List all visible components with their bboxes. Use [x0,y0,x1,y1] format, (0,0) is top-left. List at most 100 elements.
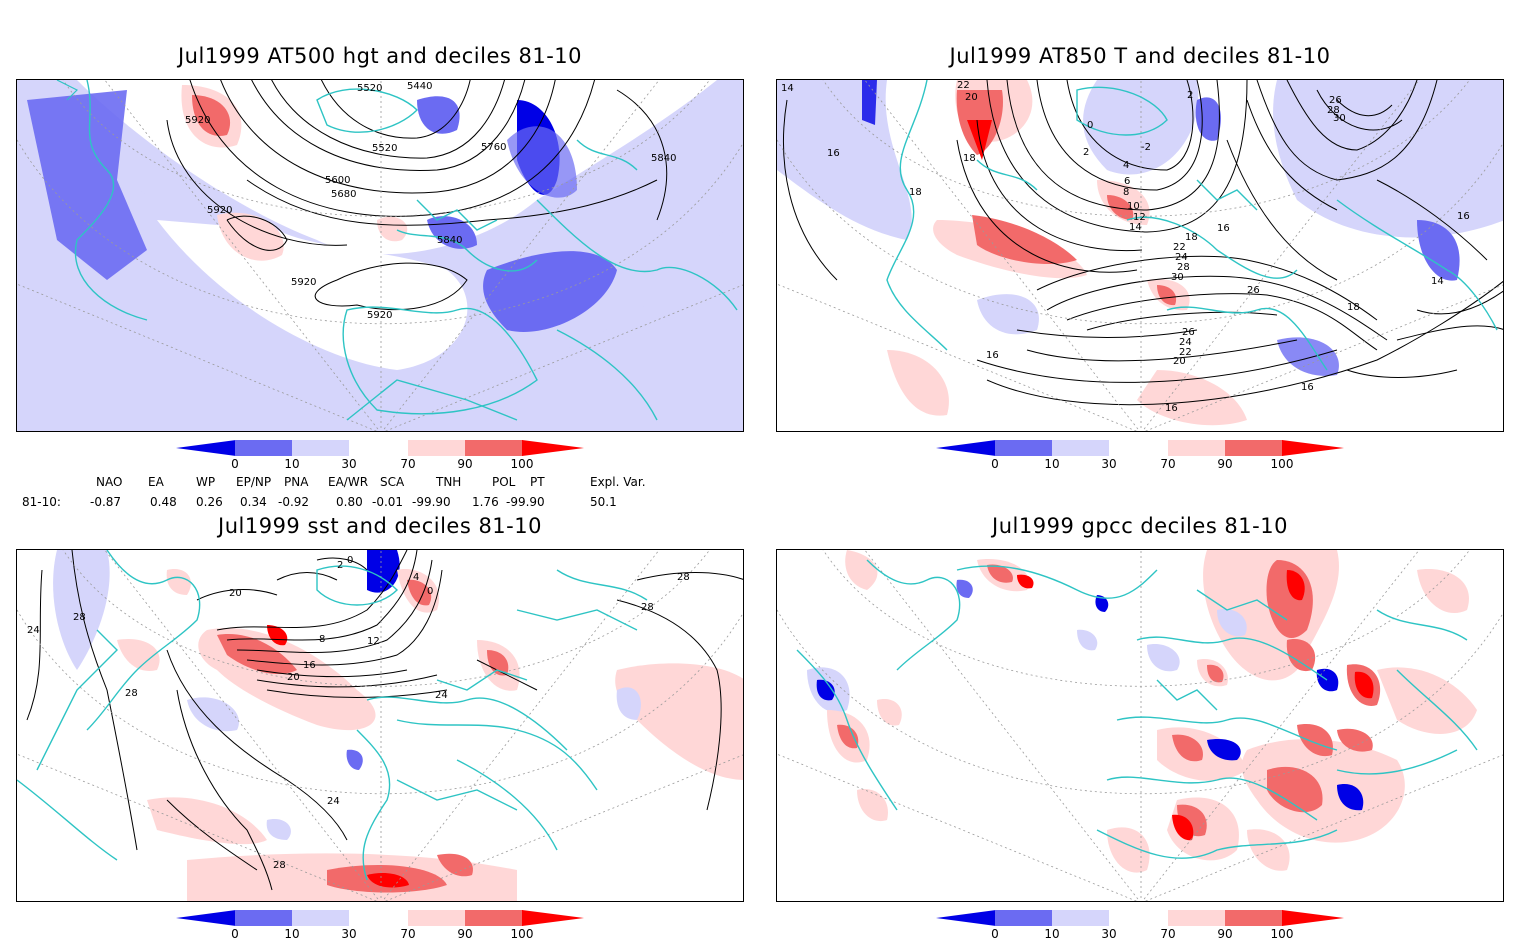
lat-lon-grid [17,550,743,901]
colorbar-panel2: 0 10 30 70 90 100 [936,440,1356,474]
index-value: -99.90 [412,495,451,509]
index-header: SCA [380,475,405,489]
contour-label: 2 [1187,90,1194,101]
panel1-svg [17,80,743,431]
sst-contours [26,550,743,891]
colorbar-tick: 70 [1160,457,1176,471]
panel4-title: Jul1999 gpcc deciles 81-10 [992,514,1288,538]
contour-label: 5520 [357,83,383,94]
contour-label: 16 [1165,403,1178,414]
contour-label: 8 [319,634,326,645]
colorbar-high-extreme [1282,440,1344,456]
colorbar-seg [349,440,409,456]
colorbar-tick: 70 [400,457,416,471]
contour-label: 5840 [437,235,463,246]
index-value: 50.1 [590,495,617,509]
colorbar-seg [1225,910,1283,926]
colorbar-tick: 100 [1270,927,1294,941]
index-header: NAO [96,475,123,489]
contour-label: 16 [827,148,840,159]
contour-label: 18 [1185,232,1198,243]
contour-label: -2 [1141,142,1151,153]
index-header: EA/WR [328,475,369,489]
colorbar-tick: 30 [1101,927,1117,941]
colorbar-tick: 0 [231,927,239,941]
contour-label: 22 [957,80,970,91]
contour-label: 12 [1133,212,1146,223]
contour-label: 16 [986,350,999,361]
colorbar-tick: 70 [1160,927,1176,941]
colorbar-seg [292,910,350,926]
index-value: 0.48 [150,495,177,509]
index-header: EA [148,475,164,489]
contour-label: 18 [909,187,922,198]
colorbar-tick: 100 [1270,457,1294,471]
index-value: 0.34 [240,495,267,509]
colorbar-tick: 10 [1044,457,1060,471]
lat-lon-grid [17,80,743,431]
contour-label: 5920 [291,277,317,288]
contour-label: 4 [1123,160,1130,171]
index-header: EP/NP [236,475,272,489]
contour-label: 5440 [407,81,433,92]
panel3-title: Jul1999 sst and deciles 81-10 [218,514,542,538]
coastlines [17,550,648,881]
panel4-map[interactable] [776,549,1504,902]
contour-label: 20 [965,92,978,103]
colorbar-seg [1109,910,1169,926]
height-contours [166,80,668,311]
contour-label: 22 [1173,242,1186,253]
coastlines [886,80,1498,371]
panel1-title: Jul1999 AT500 hgt and deciles 81-10 [177,44,583,68]
colorbar-seg [1168,910,1226,926]
contour-label: 5840 [651,153,677,164]
colorbar-tick: 30 [1101,457,1117,471]
colorbar-seg [465,440,523,456]
contour-label: 0 [427,586,434,597]
contour-label: 22 [1179,347,1192,358]
lat-lon-grid [777,80,1503,431]
panel3-svg [17,550,743,901]
colorbar-tick: 100 [510,927,534,941]
colorbar-tick: 90 [457,457,473,471]
temperature-contours [783,80,1503,406]
contour-label: 5680 [331,189,357,200]
contour-label: 20 [229,588,242,599]
contour-label: 12 [367,636,380,647]
panel2-svg [777,80,1503,431]
contour-label: 24 [327,796,340,807]
contour-label: 28 [677,572,690,583]
panel2-map[interactable]: 14 22 20 18 16 18 2 0 -2 2 4 6 8 10 12 1… [776,79,1504,432]
contour-label: 8 [1123,187,1130,198]
contour-label: 16 [1457,211,1470,222]
contour-label: 26 [1247,285,1260,296]
index-value: -0.87 [90,495,122,509]
index-value: -99.90 [506,495,545,509]
index-header: WP [196,475,216,489]
index-header: TNH [436,475,462,489]
panel1-contour-labels: 5920 5520 5440 5520 5760 5840 5600 5680 … [17,80,743,431]
contour-label: 5920 [207,205,233,216]
contour-label: 28 [1327,105,1340,116]
colorbar-tick: 30 [341,457,357,471]
colorbar-panel1: 0 10 30 70 90 100 [176,440,596,474]
panel1-map[interactable]: 5920 5520 5440 5520 5760 5840 5600 5680 … [16,79,744,432]
contour-label: 4 [413,572,420,583]
index-row-label: 81-10: [22,495,61,509]
contour-label: 2 [1083,147,1090,158]
colorbar-seg [995,910,1053,926]
colorbar-high-extreme [522,440,584,456]
contour-label: 5920 [367,310,393,321]
contour-label: 26 [1182,327,1195,338]
contour-label: 30 [1171,272,1184,283]
colorbar-tick: 90 [457,927,473,941]
index-value: -0.92 [278,495,310,509]
colorbar-seg [465,910,523,926]
panel3-map[interactable]: 24 28 28 20 2 0 8 12 16 20 24 28 28 28 2… [16,549,744,902]
colorbar-panel3: 0 10 30 70 90 100 [176,910,596,944]
contour-label: 28 [125,688,138,699]
lat-lon-grid [777,550,1503,901]
colorbar-seg [235,910,293,926]
contour-label: 24 [1179,337,1192,348]
index-value: -0.01 [372,495,404,509]
